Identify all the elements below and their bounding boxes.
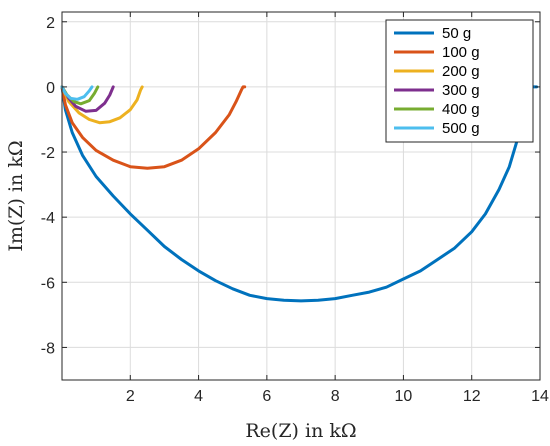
x-tick-label: 4 <box>194 388 203 405</box>
y-tick-label: -2 <box>41 145 55 162</box>
y-tick-label: 0 <box>46 80 55 97</box>
legend-box <box>385 19 534 143</box>
y-tick-label: -8 <box>41 340 55 357</box>
y-tick-label: 2 <box>46 15 55 32</box>
y-axis-title: Im(Z) in kΩ <box>5 140 27 251</box>
x-tick-label: 14 <box>531 388 549 405</box>
x-tick-label: 6 <box>262 388 271 405</box>
series-line-1 <box>60 85 539 303</box>
x-tick-label: 2 <box>126 388 135 405</box>
legend: 50 g 100 g 200 g 300 g 400 g 500 g <box>385 19 534 143</box>
series-line-2 <box>60 85 247 170</box>
legend-label: 400 g <box>442 101 480 118</box>
x-axis-title: Re(Z) in kΩ <box>245 420 356 442</box>
legend-label: 300 g <box>442 82 480 99</box>
x-tick-label: 8 <box>331 388 340 405</box>
legend-label: 200 g <box>442 63 480 80</box>
tick-marks <box>62 12 541 380</box>
y-tick-label: -6 <box>41 275 55 292</box>
x-tick-label: 12 <box>463 388 481 405</box>
legend-label: 500 g <box>442 120 480 137</box>
y-tick-label: -4 <box>41 210 55 227</box>
legend-label: 100 g <box>442 44 480 61</box>
x-tick-labels: 2 4 6 8 10 12 14 <box>126 388 549 405</box>
series-lines <box>60 85 539 303</box>
x-tick-label: 10 <box>395 388 413 405</box>
series-line-3 <box>60 85 144 125</box>
y-tick-labels: 2 0 -2 -4 -6 -8 <box>41 15 55 358</box>
series-line-6 <box>60 85 94 101</box>
legend-label: 50 g <box>442 25 471 42</box>
plot-frame <box>61 11 541 381</box>
